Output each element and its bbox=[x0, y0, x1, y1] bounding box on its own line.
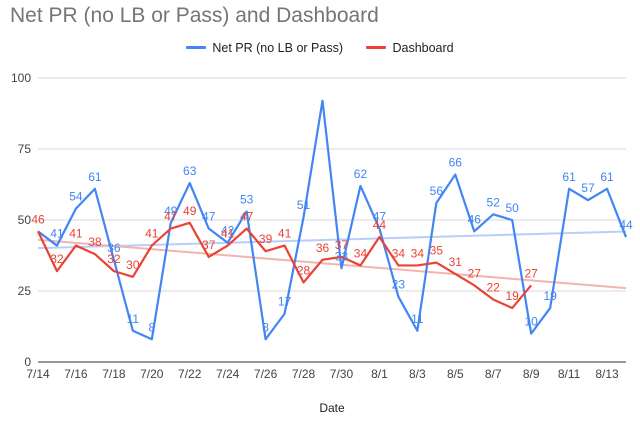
trendline-net-pr bbox=[37, 230, 627, 250]
data-label: 52 bbox=[487, 195, 501, 209]
data-label: 8 bbox=[262, 320, 269, 334]
data-label: 37 bbox=[335, 238, 349, 252]
series-line-dashboard[interactable] bbox=[37, 221, 533, 310]
data-label: 50 bbox=[506, 201, 520, 215]
data-label: 47 bbox=[240, 210, 254, 224]
data-label: 8 bbox=[148, 320, 155, 334]
data-label: 46 bbox=[468, 212, 482, 226]
data-label: 57 bbox=[581, 181, 595, 195]
y-tick-label: 0 bbox=[24, 355, 31, 369]
data-label: 54 bbox=[69, 190, 83, 204]
axis-layer: 0 25 50 75 100 7/14 7/16 7/18 7/20 7/22 7/24 7/26 7/… bbox=[11, 71, 626, 381]
data-label: 44 bbox=[373, 218, 387, 232]
x-tick-label: 8/11 bbox=[558, 367, 581, 381]
x-tick-label: 7/20 bbox=[140, 367, 164, 381]
x-tick-label: 7/30 bbox=[330, 367, 354, 381]
grid-layer bbox=[38, 77, 626, 292]
data-label: 66 bbox=[449, 156, 463, 170]
trendline-layer bbox=[37, 230, 627, 290]
series-layer bbox=[37, 99, 628, 341]
y-tick-label: 75 bbox=[18, 142, 32, 156]
legend-label-dashboard: Dashboard bbox=[392, 40, 454, 55]
legend-item-net-pr[interactable]: Net PR (no LB or Pass) bbox=[186, 41, 343, 55]
data-label: 33 bbox=[335, 249, 349, 263]
data-label: 37 bbox=[202, 238, 216, 252]
x-tick-label: 8/3 bbox=[409, 367, 426, 381]
data-label: 46 bbox=[31, 212, 45, 226]
data-label: 28 bbox=[297, 263, 311, 277]
data-label-layer: 41 54 61 36 11 8 49 63 47 42 53 8 17 51 33 62 47 23 11 56 66… bbox=[31, 156, 633, 335]
data-label: 36 bbox=[316, 241, 330, 255]
data-label: 34 bbox=[411, 246, 425, 260]
data-label: 19 bbox=[543, 289, 557, 303]
data-label: 51 bbox=[297, 198, 311, 212]
data-label: 42 bbox=[221, 224, 235, 238]
y-tick-label: 25 bbox=[18, 284, 32, 298]
x-tick-label: 8/5 bbox=[447, 367, 464, 381]
x-tick-label: 7/16 bbox=[64, 367, 88, 381]
x-tick-label: 7/14 bbox=[26, 367, 50, 381]
data-label: 62 bbox=[354, 167, 368, 181]
x-tick-label: 8/1 bbox=[371, 367, 388, 381]
data-label: 41 bbox=[145, 227, 159, 241]
data-label: 11 bbox=[127, 312, 140, 326]
data-label: 41 bbox=[278, 227, 292, 241]
legend-swatch-dashboard bbox=[366, 46, 387, 49]
data-label: 41 bbox=[221, 227, 235, 241]
x-tick-label: 7/28 bbox=[292, 367, 316, 381]
x-tick-label: 7/22 bbox=[178, 367, 202, 381]
data-label: 10 bbox=[524, 315, 538, 329]
data-label: 61 bbox=[600, 170, 614, 184]
x-tick-label: 7/24 bbox=[216, 367, 240, 381]
data-label: 49 bbox=[164, 204, 178, 218]
data-label: 11 bbox=[411, 312, 424, 326]
data-label: 61 bbox=[88, 170, 102, 184]
data-label: 44 bbox=[619, 218, 633, 232]
x-tick-label: 8/7 bbox=[485, 367, 502, 381]
legend-item-dashboard[interactable]: Dashboard bbox=[366, 40, 454, 55]
chart-legend: Net PR (no LB or Pass) Dashboard bbox=[0, 38, 640, 55]
data-label: 56 bbox=[430, 184, 444, 198]
data-label: 30 bbox=[126, 258, 140, 272]
legend-label-net-pr: Net PR (no LB or Pass) bbox=[212, 40, 343, 55]
data-label: 19 bbox=[506, 289, 520, 303]
data-label: 31 bbox=[449, 255, 463, 269]
data-label: 41 bbox=[69, 227, 83, 241]
data-label: 36 bbox=[107, 241, 121, 255]
x-axis-title: Date bbox=[319, 401, 345, 415]
data-label: 27 bbox=[468, 266, 482, 280]
data-label: 49 bbox=[183, 204, 197, 218]
data-label: 47 bbox=[373, 210, 387, 224]
data-label: 32 bbox=[107, 252, 121, 266]
data-label: 23 bbox=[392, 278, 406, 292]
data-label: 34 bbox=[392, 246, 406, 260]
x-tick-label: 8/13 bbox=[595, 367, 619, 381]
legend-swatch-net-pr bbox=[186, 46, 207, 49]
trendline-dashboard bbox=[37, 238, 627, 290]
data-label: 47 bbox=[164, 210, 178, 224]
data-label: 32 bbox=[50, 252, 64, 266]
data-label: 17 bbox=[278, 295, 292, 309]
data-label: 53 bbox=[240, 192, 254, 206]
chart-title: Net PR (no LB or Pass) and Dashboard bbox=[10, 4, 379, 27]
data-label: 38 bbox=[88, 235, 102, 249]
data-label: 22 bbox=[487, 281, 501, 295]
data-label: 27 bbox=[524, 266, 538, 280]
data-label: 34 bbox=[354, 246, 368, 260]
series-line-net-pr[interactable] bbox=[37, 99, 628, 341]
y-tick-label: 50 bbox=[18, 213, 32, 227]
data-label: 35 bbox=[430, 244, 444, 258]
x-tick-label: 7/18 bbox=[102, 367, 126, 381]
data-label: 39 bbox=[259, 232, 273, 246]
y-tick-label: 100 bbox=[11, 71, 31, 85]
data-label: 61 bbox=[562, 170, 576, 184]
x-tick-label: 7/26 bbox=[254, 367, 278, 381]
x-tick-label: 8/9 bbox=[523, 367, 540, 381]
data-label: 47 bbox=[202, 210, 216, 224]
data-label: 41 bbox=[50, 227, 64, 241]
data-label: 63 bbox=[183, 164, 197, 178]
